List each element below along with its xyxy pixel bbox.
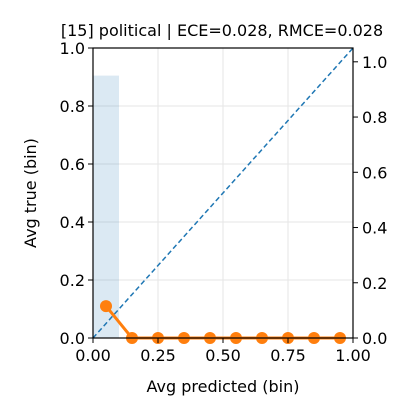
y-right-tick-label: 0.0 <box>362 329 387 348</box>
histogram-layer <box>93 75 119 338</box>
y-tick-label: 0.0 <box>60 329 85 348</box>
y-tick-label: 0.4 <box>60 213 85 232</box>
y-tick-label: 0.8 <box>60 97 85 116</box>
calibration-point <box>100 300 112 313</box>
y-axis-label: Avg true (bin) <box>21 138 40 248</box>
y-right-tick-label: 1.0 <box>362 53 387 72</box>
y-right-tick-label: 0.4 <box>362 219 387 238</box>
perfect-calibration-line <box>92 47 354 339</box>
x-tick-label: 0.25 <box>140 346 176 365</box>
y-right-tick-label: 0.6 <box>362 163 387 182</box>
y-tick-label: 1.0 <box>60 39 85 58</box>
x-axis-label: Avg predicted (bin) <box>147 377 300 396</box>
histogram-bar <box>93 75 119 338</box>
y-tick-label: 0.2 <box>60 271 85 290</box>
x-tick-label: 0.50 <box>205 346 241 365</box>
x-tick-label: 1.00 <box>335 346 371 365</box>
chart-title: [15] political | ECE=0.028, RMCE=0.028 <box>61 21 383 40</box>
x-tick-label: 0.75 <box>270 346 306 365</box>
axis-layer: 0.00 0.25 0.50 0.75 1.000.00.20.40.60.81.00.… <box>60 39 388 365</box>
y-tick-label: 0.6 <box>60 155 85 174</box>
y-right-tick-label: 0.2 <box>362 274 387 293</box>
diagonal-layer <box>92 47 354 339</box>
y-right-tick-label: 0.8 <box>362 108 387 127</box>
x-tick-label: 0.00 <box>75 346 111 365</box>
